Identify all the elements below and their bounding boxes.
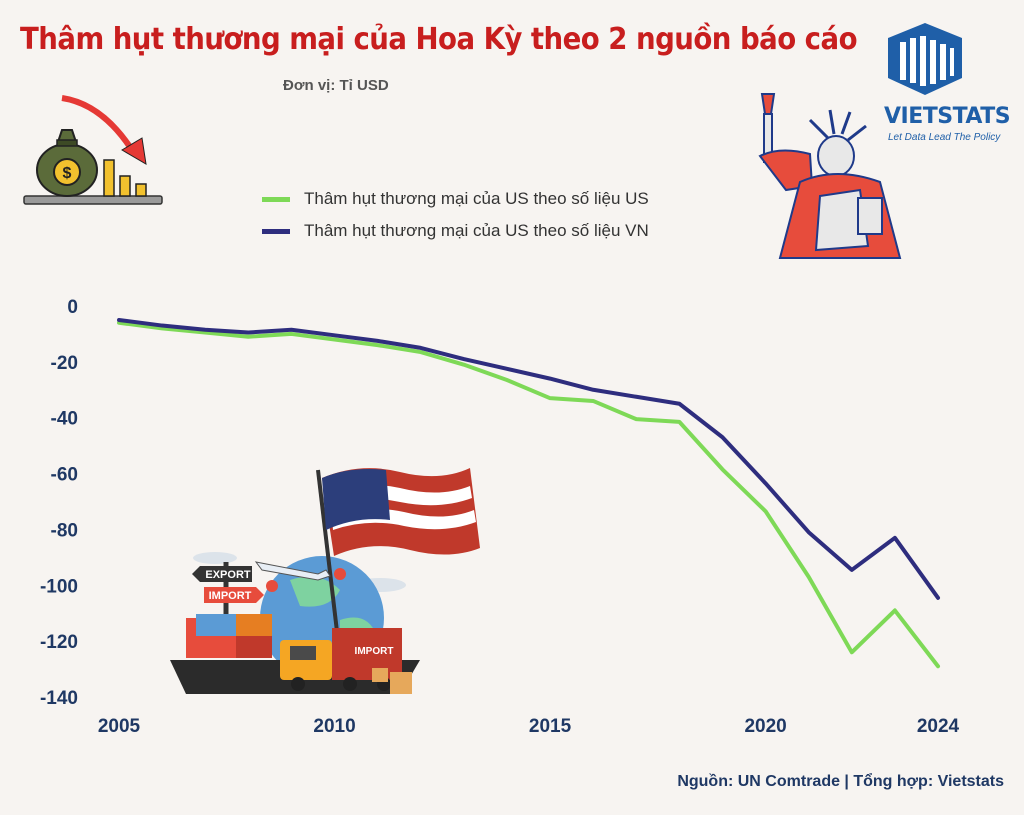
y-tick-label: -40 (51, 409, 78, 430)
y-tick-label: 0 (67, 297, 78, 318)
brand-name: VIETSTATS (884, 104, 1011, 129)
x-tick-label: 2024 (917, 716, 960, 737)
source-note: Nguồn: UN Comtrade | Tổng hợp: Vietstats (677, 773, 1004, 790)
money-bag-decline-icon: $ (23, 95, 163, 205)
y-tick-label: -140 (40, 688, 78, 709)
x-tick-label: 2005 (98, 716, 141, 737)
y-tick-label: -100 (40, 576, 78, 597)
import-sign: IMPORT (209, 590, 252, 602)
y-tick-label: -120 (40, 632, 78, 653)
unit-label: Đơn vị: Tỉ USD (283, 77, 389, 94)
vietstats-logo (888, 23, 962, 95)
export-sign: EXPORT (205, 569, 251, 581)
container-label: IMPORT (355, 646, 394, 657)
legend-item-vn: Thâm hụt thương mại của US theo số liệu … (262, 218, 649, 244)
x-tick-label: 2010 (313, 716, 355, 737)
y-tick-label: -80 (51, 520, 78, 541)
y-tick-label: -60 (51, 465, 78, 486)
y-tick-label: -20 (51, 353, 78, 374)
x-tick-label: 2020 (744, 716, 786, 737)
brand-tagline: Let Data Lead The Policy (888, 132, 1001, 143)
series-line-vn-data (117, 317, 940, 600)
legend-item-us: Thâm hụt thương mại của US theo số liệu … (262, 186, 649, 212)
series-line-us-data (117, 320, 940, 669)
legend-label-vn: Thâm hụt thương mại của US theo số liệu … (304, 221, 649, 240)
legend-label-us: Thâm hụt thương mại của US theo số liệu … (304, 189, 649, 208)
legend-swatch-vn (262, 228, 290, 234)
chart-title: Thâm hụt thương mại của Hoa Kỳ theo 2 ng… (20, 22, 858, 57)
trade-illustration: EXPORT IMPORT IMPORT (170, 468, 480, 694)
legend: Thâm hụt thương mại của US theo số liệu … (262, 186, 649, 250)
x-tick-label: 2015 (529, 716, 572, 737)
legend-swatch-us (262, 196, 290, 202)
statue-of-liberty-icon (758, 93, 902, 259)
svg-text:$: $ (63, 165, 72, 182)
